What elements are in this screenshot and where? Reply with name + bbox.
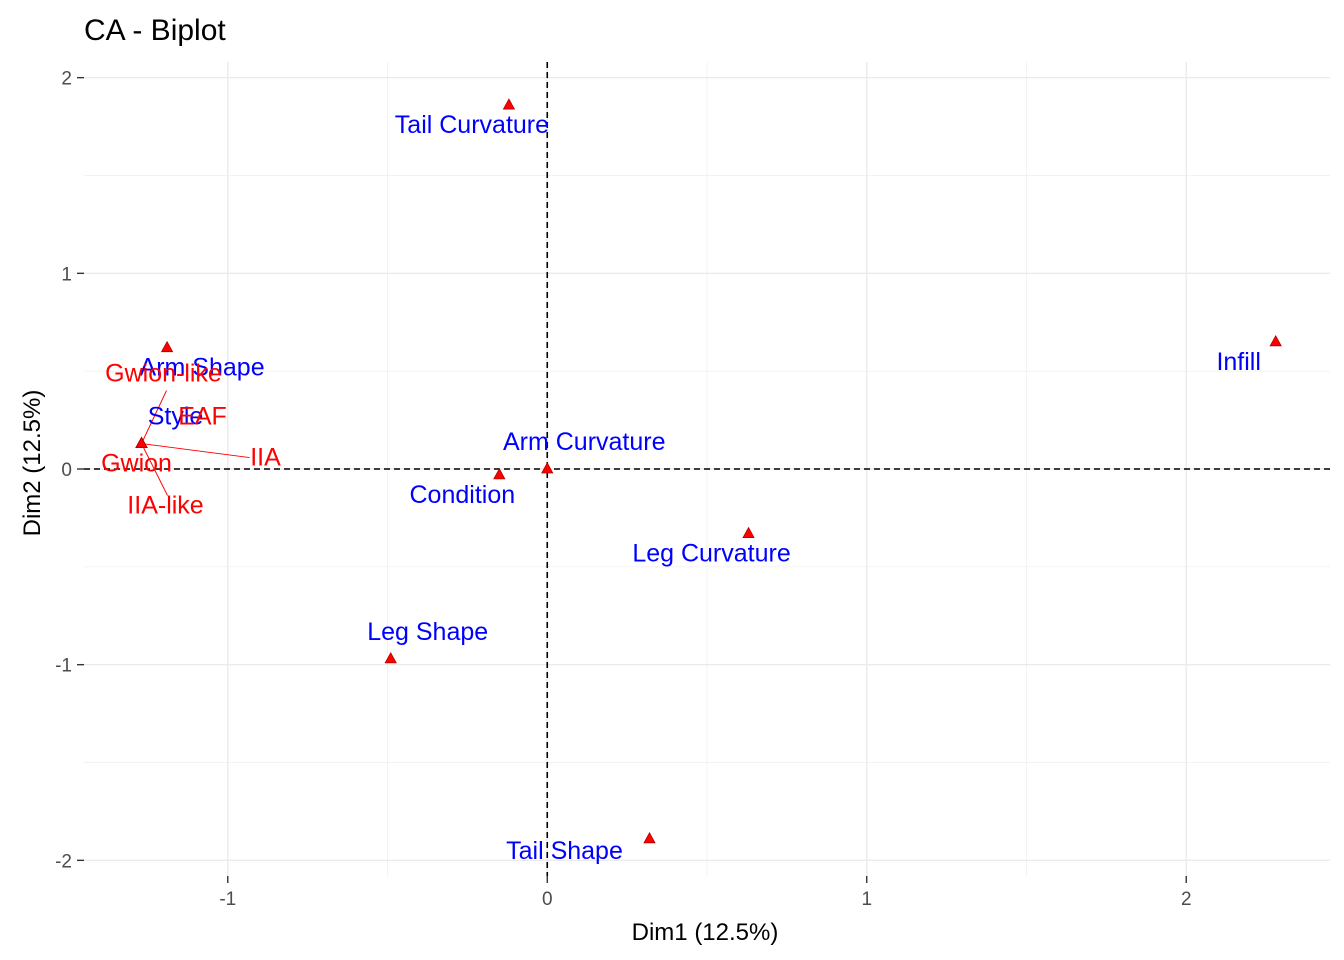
point-label: Tail Curvature [395,111,549,139]
x-tick-label: 0 [542,889,553,910]
y-tick-label: -2 [55,851,72,872]
minor-gridlines [84,62,1330,876]
data-point-marker [1269,334,1282,347]
x-axis-title: Dim1 (12.5%) [632,919,779,946]
point-label: IIA [250,444,281,472]
y-tick-label: 2 [61,69,72,90]
data-point-marker [643,831,656,844]
point-label: Infill [1216,348,1260,376]
data-point-marker [384,651,397,664]
point-label: EAF [178,403,227,431]
point-label: Style [148,403,204,431]
label-leader-lines [141,390,250,496]
data-point-marker [502,98,516,110]
data-point-marker [160,340,174,353]
point-label: Leg Shape [367,618,488,646]
y-tick-label: 0 [61,460,72,481]
y-tick-label: -1 [55,656,72,677]
y-axis-title: Dim2 (12.5%) [19,390,46,537]
data-point-marker [135,436,148,448]
label-leader-line [141,443,168,496]
point-labels: Tail Curvature Arm Shape Style Infill Arm Cu… [101,111,1261,865]
reference-lines [84,62,1330,876]
point-label: Gwion-like [105,360,222,388]
chart-title: CA - Biplot [84,14,226,47]
x-tick-label: -1 [219,889,236,910]
point-label: Condition [410,481,516,509]
label-leader-line [141,390,167,444]
point-label: Leg Curvature [632,540,790,568]
x-tick-label: 2 [1181,889,1192,910]
label-leader-line [141,443,250,459]
axis-ticks: -1 0 1 2 -2 -1 0 1 2 [55,69,1191,910]
x-tick-label: 1 [861,889,872,910]
data-point-marker [742,526,755,538]
data-point-marker [493,468,506,480]
point-label: Gwion [101,450,172,478]
point-label: Arm Shape [140,354,265,382]
point-label: IIA-like [127,492,203,520]
data-points [135,98,1282,844]
point-label: Arm Curvature [503,428,666,456]
data-point-marker [541,462,554,474]
y-tick-label: 1 [61,264,72,285]
point-label: Tail Shape [506,837,623,865]
